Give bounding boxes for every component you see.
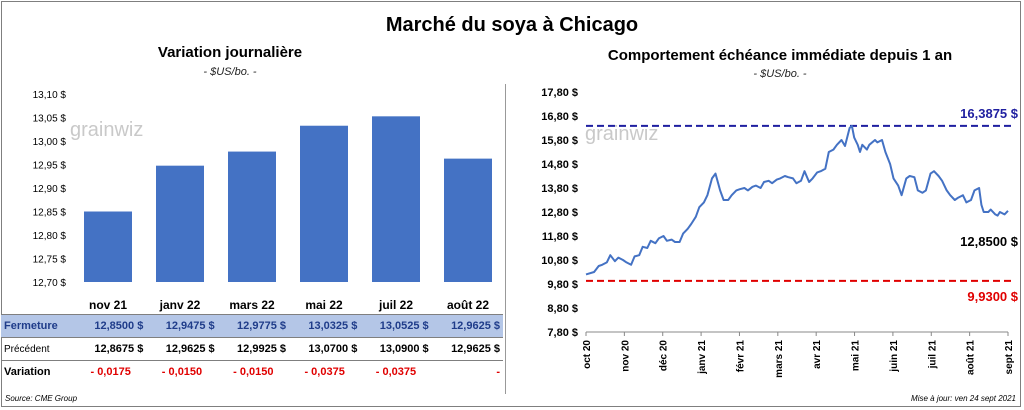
close-cell: 12,9775 $ [217, 314, 289, 338]
x-tick-label: nov 20 [620, 340, 631, 372]
x-tick-label: août 21 [966, 340, 977, 375]
close-row: Fermeture 12,8500 $ 12,9475 $ 12,9775 $ … [1, 314, 503, 338]
y-tick-label: 13,10 $ [33, 90, 67, 101]
low-value-label: 9,9300 $ [967, 289, 1018, 304]
previous-cell: 12,9625 $ [165, 343, 215, 355]
x-tick-label: mai 22 [305, 298, 343, 312]
close-cell: 12,8500 $ [75, 314, 147, 338]
y-tick-label: 11,80 $ [542, 231, 578, 243]
line-chart-title: Comportement échéance immédiate depuis 1… [607, 47, 953, 64]
bar [444, 158, 492, 282]
bar [228, 151, 276, 282]
y-tick-label: 12,80 $ [33, 231, 67, 242]
previous-cell: 12,9925 $ [237, 343, 286, 355]
previous-cell: 13,0700 $ [308, 343, 358, 355]
x-tick-label: oct 20 [582, 340, 593, 369]
x-tick-label: avr 21 [812, 340, 823, 369]
y-tick-label: 12,75 $ [33, 255, 67, 266]
line-chart-unit: - $US/bo. - [753, 68, 807, 80]
y-tick-label: 7,80 $ [547, 327, 578, 339]
bar-chart: grainwiz 12,70 $ 12,75 $ 12,80 $ 12,85 $ 12,… [33, 90, 492, 312]
page-title: Marché du soya à Chicago [385, 14, 639, 36]
variation-row-label: Variation [1, 360, 75, 383]
y-tick-label: 13,00 $ [33, 137, 67, 148]
previous-cell: 12,8675 $ [94, 343, 144, 355]
close-cell: 12,9475 $ [146, 314, 218, 338]
variation-cell: - 0,0375 [288, 360, 361, 383]
bar [300, 125, 348, 282]
y-tick-label: 8,80 $ [547, 303, 578, 315]
line-chart: grainwiz 7,80 $ 8,80 $ 9,80 $ 10,80 $ 11,80 … [541, 87, 1019, 378]
x-tick-label: sept 21 [1004, 340, 1015, 375]
variation-cell: - 0,0150 [217, 360, 289, 383]
x-tick-label: juin 21 [889, 340, 900, 373]
y-tick-label: 12,95 $ [33, 161, 67, 172]
variation-cell: - [431, 360, 503, 383]
x-tick-label: août 22 [447, 298, 489, 312]
y-tick-label: 13,05 $ [33, 114, 67, 125]
update-note: Mise à jour: ven 24 sept 2021 [911, 394, 1016, 403]
watermark: grainwiz [70, 119, 143, 141]
y-tick-label: 16,80 $ [541, 111, 578, 123]
high-value-label: 16,3875 $ [960, 106, 1019, 121]
x-tick-label: nov 21 [89, 298, 127, 312]
x-tick-label: juil 22 [378, 298, 413, 312]
y-tick-label: 12,85 $ [33, 208, 67, 219]
variation-row: Variation - 0,0175 - 0,0150 - 0,0150 - 0… [1, 360, 503, 383]
y-tick-label: 10,80 $ [541, 255, 578, 267]
bar [156, 165, 204, 282]
previous-cell: 13,0900 $ [379, 343, 429, 355]
variation-cell: - 0,0375 [360, 360, 432, 383]
price-table: Fermeture 12,8500 $ 12,9475 $ 12,9775 $ … [1, 314, 503, 383]
previous-row: Précédent 12,8675 $ 12,9625 $ 12,9925 $ … [1, 338, 503, 361]
bar [372, 116, 420, 282]
x-tick-label: juil 21 [927, 340, 938, 370]
bar [84, 211, 132, 282]
y-tick-label: 12,70 $ [33, 278, 67, 289]
y-tick-label: 12,90 $ [33, 184, 67, 195]
y-tick-label: 14,80 $ [541, 159, 578, 171]
y-tick-label: 13,80 $ [541, 183, 578, 195]
panel-divider [505, 84, 506, 394]
x-tick-label: janv 22 [159, 298, 201, 312]
x-tick-label: janv 21 [697, 340, 708, 375]
x-tick-label: mars 22 [229, 298, 275, 312]
source-note: Source: CME Group [5, 394, 78, 403]
bar-chart-unit: - $US/bo. - [203, 66, 257, 78]
y-tick-label: 15,80 $ [541, 135, 578, 147]
x-tick-label: déc 20 [659, 340, 670, 372]
bar-chart-title: Variation journalière [157, 44, 303, 61]
series-line [585, 124, 1009, 276]
y-tick-label: 9,80 $ [547, 279, 578, 291]
previous-cell: 12,9625 $ [451, 343, 500, 355]
close-cell: 13,0325 $ [288, 314, 361, 338]
y-tick-label: 17,80 $ [541, 87, 578, 99]
x-tick-label: mai 21 [851, 340, 862, 372]
watermark: grainwiz [585, 123, 658, 145]
x-tick-label: févr 21 [735, 340, 746, 373]
variation-cell: - 0,0150 [146, 360, 218, 383]
close-cell: 13,0525 $ [360, 314, 432, 338]
previous-row-label: Précédent [4, 343, 50, 355]
close-cell: 12,9625 $ [431, 314, 503, 338]
y-tick-label: 12,80 $ [541, 207, 578, 219]
last-value-label: 12,8500 $ [960, 234, 1019, 249]
close-row-label: Fermeture [1, 314, 75, 338]
x-tick-label: mars 21 [774, 340, 785, 378]
variation-cell: - 0,0175 [75, 360, 147, 383]
